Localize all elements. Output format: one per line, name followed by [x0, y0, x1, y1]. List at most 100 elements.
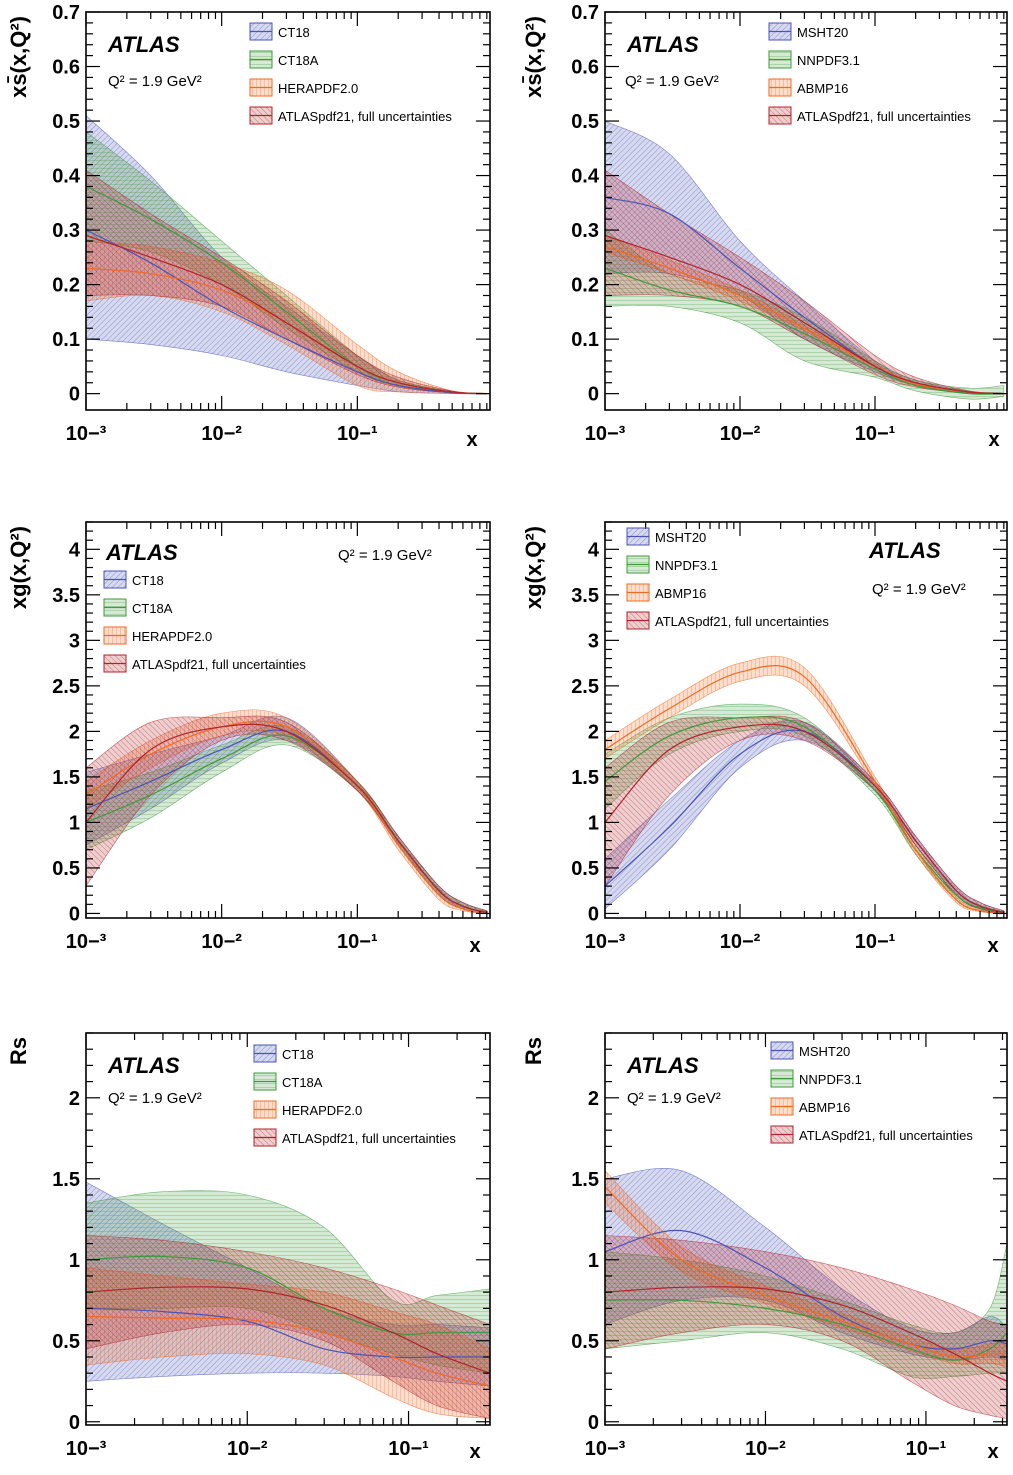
- x-tick-label: 10−³: [66, 1438, 107, 1460]
- atlas-label: ATLAS: [107, 1053, 180, 1078]
- y-tick-label: 2.5: [571, 676, 599, 698]
- plot-frame: [604, 1032, 1008, 1426]
- central-line-nnpdf3-1: [605, 1299, 1007, 1361]
- central-line-nnpdf3-1: [605, 716, 1004, 914]
- y-tick-label: 0.3: [52, 220, 80, 242]
- y-tick-label: 3: [69, 630, 80, 652]
- central-line-atlaspdf21-full-uncertainties: [605, 234, 1004, 395]
- chart-panel-xsbar-left: 10−³ 10−² 10−¹ 0 0.1 0.2 0.3 0.4 0.5 0.6 0.7 x xs̄(x…: [0, 0, 506, 470]
- y-tick-label: 0.1: [52, 329, 80, 351]
- x-tick-label: 10−¹: [855, 423, 896, 445]
- q2-label: Q² = 1.9 GeV²: [872, 581, 966, 598]
- legend-label-msht20: MSHT20: [797, 25, 848, 40]
- legend-label-ct18: CT18: [282, 1047, 314, 1062]
- atlas-label: ATLAS: [868, 538, 941, 563]
- x-tick-label: 10−²: [745, 1438, 786, 1460]
- y-tick-label: 2.5: [52, 676, 80, 698]
- y-tick-label: 0.5: [571, 858, 599, 880]
- central-line-atlaspdf21-full-uncertainties: [605, 723, 1004, 914]
- y-tick-label: 1: [588, 812, 599, 834]
- y-tick-label: 0.5: [52, 858, 80, 880]
- legend-label-abmp16: ABMP16: [797, 81, 848, 96]
- y-axis-label: xs̄(x,Q²): [521, 16, 546, 98]
- chart-panel-rs-right: 10−³ 10−² 10−¹ 0 0.5 1 1.5 2 x Rs ATLAS Q² = 1.9 Ge…: [507, 995, 1013, 1470]
- legend-label-abmp16: ABMP16: [655, 586, 706, 601]
- q2-label: Q² = 1.9 GeV²: [625, 73, 719, 90]
- legend-label-ct18a: CT18A: [132, 601, 173, 616]
- chart-xsbar-left: 10−³ 10−² 10−¹ 0 0.1 0.2 0.3 0.4 0.5 0.6 0.7 x xs̄(x…: [6, 2, 491, 451]
- x-tick-label: 10−¹: [906, 1438, 947, 1460]
- x-tick-label: 10−¹: [855, 931, 896, 953]
- chart-xsbar-right: 10−³ 10−² 10−¹ 0 0.1 0.2 0.3 0.4 0.5 0.6 0.7 x xs̄(x…: [521, 2, 1008, 451]
- legend-label-nnpdf3-1: NNPDF3.1: [799, 1072, 862, 1087]
- y-axis-label: xg(x,Q²): [6, 526, 31, 609]
- central-line-msht20: [605, 1229, 1007, 1350]
- plot-frame: [85, 1032, 491, 1426]
- y-tick-label: 3: [588, 630, 599, 652]
- legend: CT18 CT18A HERAPDF2.0 ATLASpdf21, full unce…: [103, 570, 306, 673]
- y-tick-label: 2: [69, 1088, 80, 1110]
- legend-label-ct18a: CT18A: [282, 1075, 323, 1090]
- atlas-label: ATLAS: [105, 540, 178, 565]
- y-axis-label: Rs: [521, 1037, 546, 1065]
- legend-label-herapdf2-0: HERAPDF2.0: [278, 81, 358, 96]
- y-tick-label: 3.5: [52, 585, 80, 607]
- x-tick-label: 10−³: [585, 1438, 626, 1460]
- chart-xg-right: 10−³ 10−² 10−¹ 0 0.5 1 1.5 2 2.5 3 3.5 4 x xg(x,Q²) AT…: [521, 521, 1008, 957]
- legend-label-atlaspdf21-full-uncertainties: ATLASpdf21, full uncertainties: [282, 1131, 456, 1146]
- legend-label-atlaspdf21-full-uncertainties: ATLASpdf21, full uncertainties: [278, 109, 452, 124]
- x-axis-label: x: [469, 935, 480, 957]
- q2-label: Q² = 1.9 GeV²: [108, 1090, 202, 1107]
- bands: [86, 709, 488, 914]
- legend-label-msht20: MSHT20: [655, 530, 706, 545]
- y-tick-label: 0.2: [571, 275, 599, 297]
- legend: MSHT20 NNPDF3.1 ABMP16 ATLASpdf21, full unc…: [770, 1041, 973, 1144]
- y-tick-label: 0: [588, 384, 599, 406]
- chart-panel-xsbar-right: 10−³ 10−² 10−¹ 0 0.1 0.2 0.3 0.4 0.5 0.6 0.7 x xs̄(x…: [507, 0, 1013, 470]
- bands: [605, 655, 1005, 914]
- plot-frame: [85, 521, 491, 919]
- y-tick-label: 0.6: [571, 57, 599, 79]
- y-tick-label: 0.5: [52, 111, 80, 133]
- central-line-atlaspdf21-full-uncertainties: [86, 234, 487, 395]
- y-axis-label: xg(x,Q²): [521, 526, 546, 609]
- central-line-atlaspdf21-full-uncertainties: [605, 1286, 1007, 1382]
- atlas-label: ATLAS: [107, 32, 180, 57]
- x-tick-label: 10−³: [66, 423, 107, 445]
- y-axis-label: Rs: [6, 1037, 31, 1065]
- y-tick-label: 0.7: [571, 2, 599, 24]
- y-tick-label: 0.5: [52, 1331, 80, 1353]
- y-tick-label: 0.4: [571, 166, 600, 188]
- x-tick-label: 10−³: [585, 931, 626, 953]
- chart-panel-rs-left: 10−³ 10−² 10−¹ 0 0.5 1 1.5 2 x Rs ATLAS Q² = 1.9 Ge…: [0, 995, 506, 1470]
- y-tick-label: 0.2: [52, 275, 80, 297]
- legend-label-atlaspdf21-full-uncertainties: ATLASpdf21, full uncertainties: [797, 109, 971, 124]
- plot-frame: [604, 521, 1008, 919]
- q2-label: Q² = 1.9 GeV²: [108, 73, 202, 90]
- central-line-ct18: [86, 229, 487, 395]
- y-tick-label: 2: [69, 721, 80, 743]
- y-tick-label: 4: [588, 539, 600, 561]
- central-line-abmp16: [605, 1186, 1007, 1358]
- y-tick-label: 0: [69, 1412, 80, 1434]
- chart-panel-xg-right: 10−³ 10−² 10−¹ 0 0.5 1 1.5 2 2.5 3 3.5 4 x xg(x,Q²) AT…: [507, 490, 1013, 970]
- central-line-herapdf2-0: [86, 1315, 490, 1387]
- legend-label-msht20: MSHT20: [799, 1044, 850, 1059]
- legend-label-atlaspdf21-full-uncertainties: ATLASpdf21, full uncertainties: [799, 1128, 973, 1143]
- atlas-label: ATLAS: [626, 32, 699, 57]
- band-atlaspdf21-full-uncertainties: [605, 1235, 1007, 1419]
- x-tick-label: 10−³: [585, 423, 626, 445]
- bands: [86, 1181, 490, 1419]
- x-tick-label: 10−³: [66, 931, 107, 953]
- y-tick-label: 0.6: [52, 57, 80, 79]
- legend-label-ct18: CT18: [132, 573, 164, 588]
- plot-frame: [604, 11, 1008, 411]
- bands: [605, 1167, 1007, 1419]
- central-line-atlaspdf21-full-uncertainties: [86, 1286, 490, 1374]
- legend-label-herapdf2-0: HERAPDF2.0: [282, 1103, 362, 1118]
- y-tick-label: 0: [588, 903, 599, 925]
- y-tick-label: 1: [69, 812, 80, 834]
- y-tick-label: 1.5: [52, 1169, 80, 1191]
- y-axis-label: xs̄(x,Q²): [6, 16, 31, 98]
